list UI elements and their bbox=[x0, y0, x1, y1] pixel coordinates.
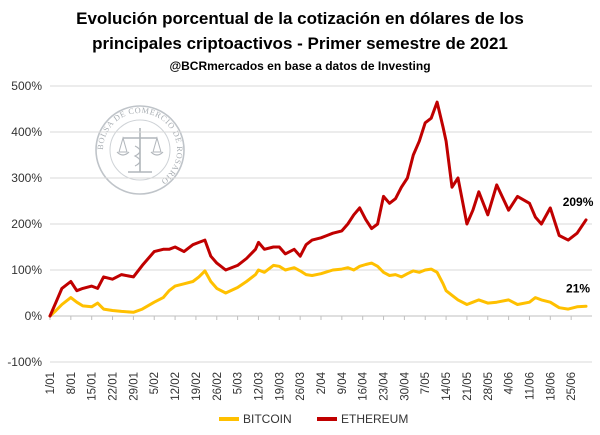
x-tick-label: 19/03 bbox=[274, 372, 286, 401]
x-tick-label: 18/06 bbox=[545, 372, 557, 401]
end-label-bitcoin: 21% bbox=[566, 281, 590, 295]
y-tick-label: 200% bbox=[11, 217, 42, 231]
chart-subtitle: @BCRmercados en base a datos de Investin… bbox=[169, 59, 430, 73]
x-tick-label: 30/04 bbox=[399, 371, 411, 400]
y-tick-label: 500% bbox=[11, 79, 42, 93]
x-tick-label: 16/04 bbox=[358, 371, 370, 400]
x-tick-label: 7/05 bbox=[420, 372, 432, 394]
x-tick-label: 28/05 bbox=[483, 372, 495, 401]
x-tick-label: 12/03 bbox=[253, 372, 265, 401]
y-axis: -100% 0% 100% 200% 300% 400% 500% bbox=[7, 79, 42, 369]
x-tick-label: 8/01 bbox=[66, 372, 78, 394]
x-tick-label: 9/04 bbox=[337, 371, 349, 394]
x-tick-label: 4/06 bbox=[504, 372, 516, 394]
y-tick-label: 0% bbox=[25, 309, 43, 323]
chart-title-line2: principales criptoactivos - Primer semes… bbox=[92, 34, 508, 53]
x-tick-label: 19/02 bbox=[191, 372, 203, 401]
x-tick-label: 26/03 bbox=[295, 372, 307, 401]
legend-label-ethereum: ETHEREUM bbox=[341, 412, 408, 426]
x-axis: 1/01 8/01 15/01 22/01 29/01 5/02 12/02 19/02 26/… bbox=[45, 316, 578, 401]
gridlines bbox=[50, 85, 592, 363]
x-tick-label: 22/01 bbox=[108, 372, 120, 401]
x-tick-label: 23/04 bbox=[379, 371, 391, 400]
x-tick-label: 26/02 bbox=[212, 372, 224, 401]
x-tick-label: 5/03 bbox=[233, 372, 245, 394]
x-tick-label: 29/01 bbox=[128, 372, 140, 401]
x-tick-label: 5/02 bbox=[149, 372, 161, 394]
y-tick-label: 300% bbox=[11, 171, 42, 185]
y-tick-label: -100% bbox=[7, 355, 42, 369]
x-tick-label: 21/05 bbox=[462, 372, 474, 401]
end-labels: 21% 209% bbox=[563, 195, 594, 295]
series-line-bitcoin bbox=[48, 261, 588, 318]
x-tick-label: 25/06 bbox=[566, 372, 578, 401]
series-line-ethereum bbox=[48, 100, 588, 318]
legend-label-bitcoin: BITCOIN bbox=[243, 412, 292, 426]
series-lines bbox=[48, 100, 588, 318]
x-tick-label: 2/04 bbox=[316, 371, 328, 394]
x-tick-label: 12/02 bbox=[170, 372, 182, 401]
x-tick-label: 11/06 bbox=[524, 372, 536, 400]
x-tick-label: 15/01 bbox=[87, 372, 99, 401]
legend: BITCOIN ETHEREUM bbox=[219, 412, 408, 426]
chart-title-line1: Evolución porcentual de la cotización en… bbox=[76, 9, 524, 28]
x-tick-label: 1/01 bbox=[45, 372, 57, 394]
bcr-seal-logo: BOLSA DE COMERCIO DE ROSARIO bbox=[95, 105, 185, 195]
y-tick-label: 100% bbox=[11, 263, 42, 277]
end-label-ethereum: 209% bbox=[563, 195, 594, 209]
y-tick-label: 400% bbox=[11, 125, 42, 139]
x-tick-label: 14/05 bbox=[441, 372, 453, 401]
